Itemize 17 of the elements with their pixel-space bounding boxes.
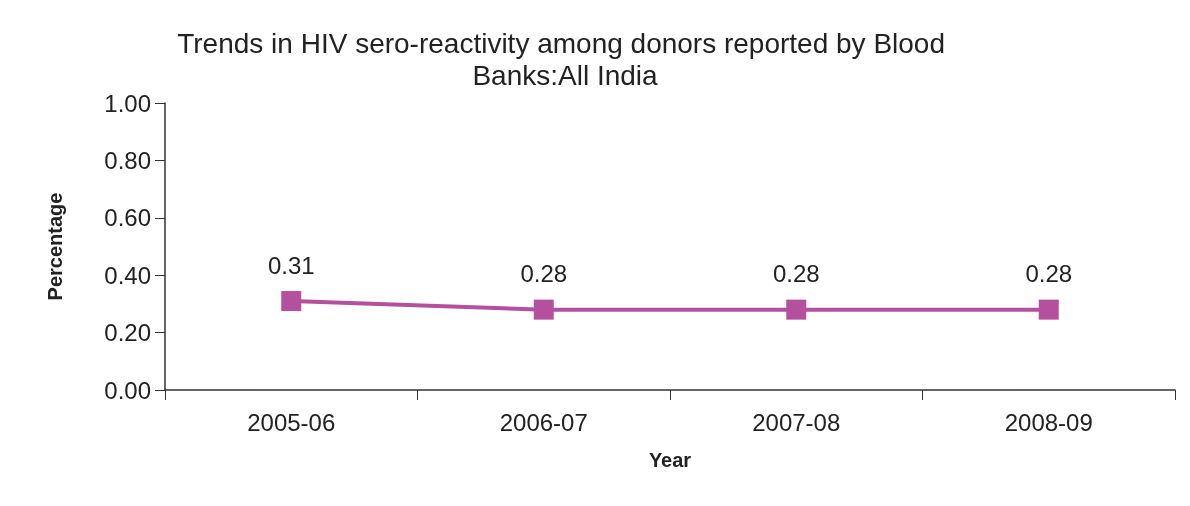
data-label: 0.28 <box>772 260 820 288</box>
x-tick-label: 2005-06 <box>247 408 336 436</box>
y-tick-label: 0.60 <box>104 204 151 232</box>
x-tick-label: 2006-07 <box>499 408 588 436</box>
x-tick-label: 2008-09 <box>1004 408 1093 436</box>
y-tick-label: 0.00 <box>104 376 151 404</box>
chart-title: Trends in HIV sero-reactivity among donors reported by Blood Banks:All India <box>177 27 953 91</box>
y-tick-label: 1.00 <box>104 89 151 117</box>
x-axis-title: Year <box>648 449 692 471</box>
data-label: 0.28 <box>520 260 568 288</box>
y-axis-title: Percentage <box>44 192 66 301</box>
y-tick-label: 0.80 <box>104 146 151 174</box>
data-label: 0.31 <box>267 251 315 279</box>
y-tick-label: 0.20 <box>104 319 151 347</box>
data-label: 0.28 <box>1025 260 1073 288</box>
x-tick-label: 2007-08 <box>752 408 841 436</box>
y-tick-label: 0.40 <box>104 261 151 289</box>
